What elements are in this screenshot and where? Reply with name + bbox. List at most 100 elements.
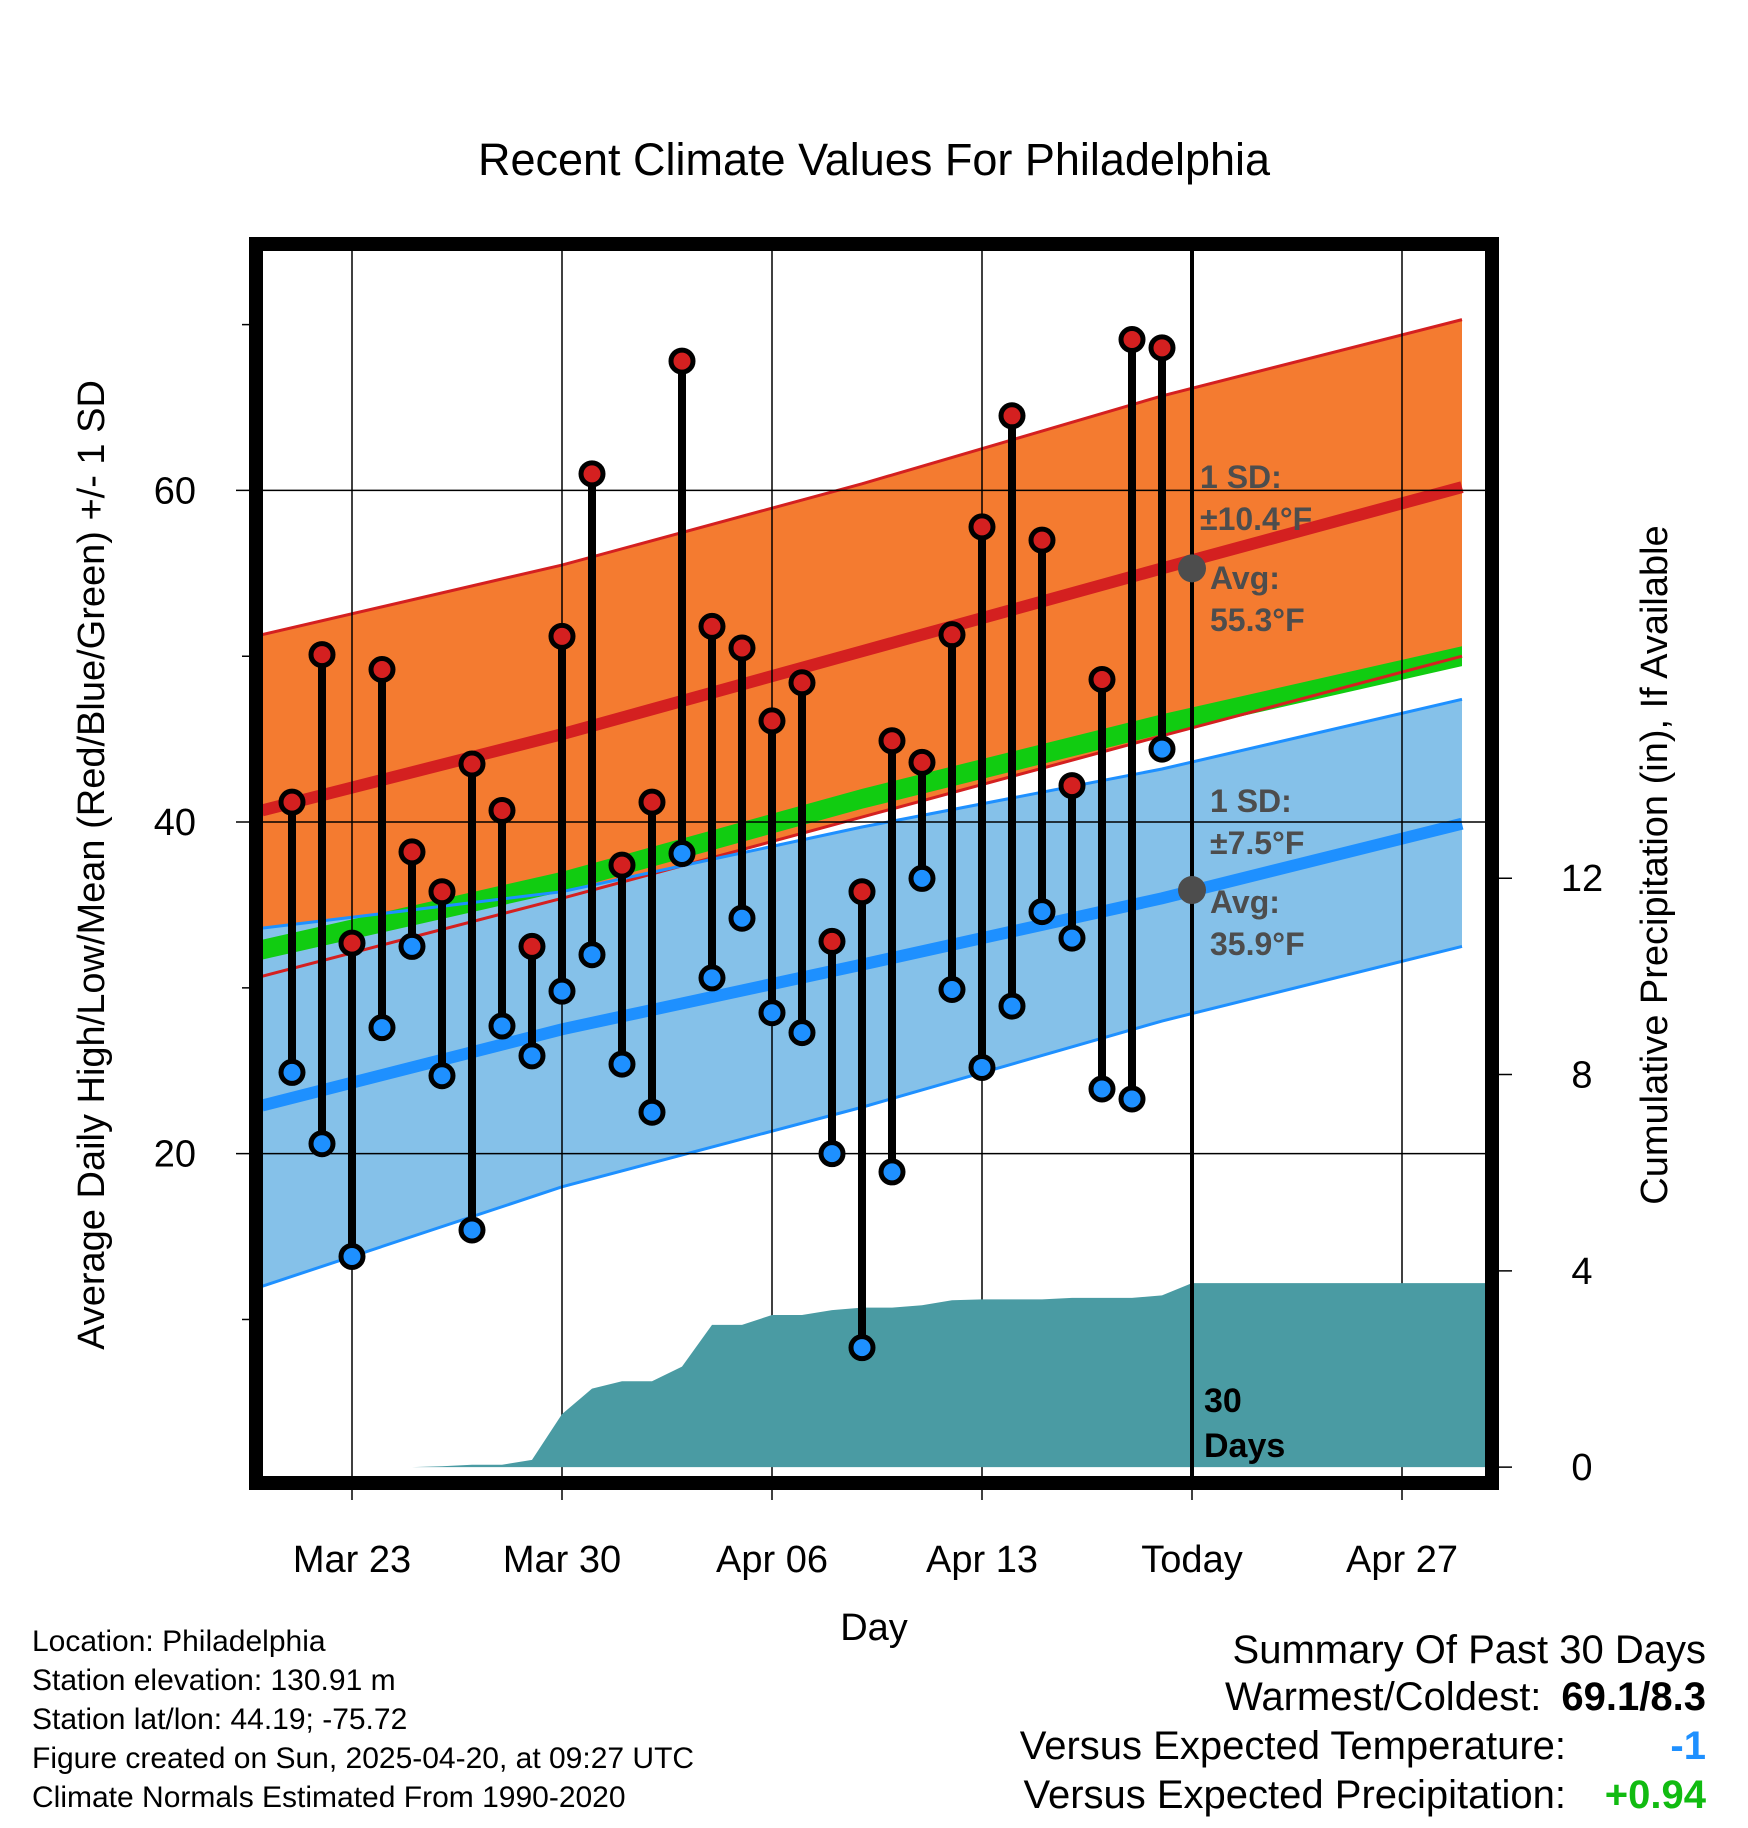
y2-tick-label: 0 [1571, 1447, 1592, 1489]
low-point [938, 976, 966, 1004]
temp-value: -1 [1670, 1724, 1706, 1768]
low-avg-annotation-0: Avg: [1210, 884, 1280, 920]
low-sd-annotation-0: 1 SD: [1210, 783, 1292, 819]
low-point [1088, 1075, 1116, 1103]
low-point [1148, 735, 1176, 763]
low-point [428, 1062, 456, 1090]
high-point [818, 927, 846, 955]
low-point [908, 864, 936, 892]
y2-tick-label: 4 [1571, 1251, 1592, 1293]
x-axis-label: Day [840, 1607, 908, 1649]
info-elevation: Station elevation: 130.91 m [32, 1664, 396, 1697]
precip-value: +0.94 [1604, 1773, 1706, 1817]
info-latlon: Station lat/lon: 44.19; -75.72 [32, 1703, 408, 1736]
high-point [848, 878, 876, 906]
high-point [548, 622, 576, 650]
summary-warm-cold: Warmest/Coldest: 69.1/8.3 [1225, 1675, 1706, 1720]
high-point [878, 727, 906, 755]
low-point [338, 1242, 366, 1270]
low-point [578, 941, 606, 969]
low-point [608, 1050, 636, 1078]
y-axis-label: Average Daily High/Low/Mean (Red/Blue/Gr… [71, 380, 113, 1350]
low-point [698, 964, 726, 992]
high-point [1028, 526, 1056, 554]
low-point [1118, 1085, 1146, 1113]
temp-label: Versus Expected Temperature: [1019, 1724, 1566, 1768]
high-point [1088, 665, 1116, 693]
summary-temp: Versus Expected Temperature: -1 [1020, 1724, 1706, 1769]
low-point [548, 977, 576, 1005]
x-tick-label: Apr 13 [926, 1539, 1038, 1581]
high-point [698, 612, 726, 640]
high-sd-annotation-1: ±10.4°F [1200, 501, 1312, 537]
high-point [788, 669, 816, 697]
high-avg-annotation-1: 55.3°F [1210, 602, 1305, 638]
summary-heading: Summary Of Past 30 Days [1232, 1628, 1706, 1672]
high-point [458, 750, 486, 778]
x-tick-label: Mar 23 [293, 1539, 411, 1581]
low-sd-annotation-1: ±7.5°F [1210, 825, 1304, 861]
low-point [458, 1216, 486, 1244]
low-point [308, 1130, 336, 1158]
today-label-30: 30 [1204, 1382, 1242, 1420]
plot-frame [249, 237, 1499, 1490]
low-point [398, 932, 426, 960]
y-tick-label: 60 [154, 470, 196, 512]
today-label-days: Days [1204, 1427, 1285, 1465]
x-tick-label: Mar 30 [503, 1539, 621, 1581]
x-tick-label: Apr 27 [1346, 1539, 1458, 1581]
low-point [278, 1058, 306, 1086]
high-point [368, 656, 396, 684]
low-point [968, 1053, 996, 1081]
precip-area [292, 1283, 1486, 1468]
low-point [788, 1019, 816, 1047]
x-tick-label: Today [1141, 1539, 1242, 1581]
low-point [878, 1158, 906, 1186]
high-point [1118, 326, 1146, 354]
low-sd-upper-line [262, 697, 1463, 930]
info-normals: Climate Normals Estimated From 1990-2020 [32, 1781, 626, 1814]
y2-tick-label: 8 [1571, 1055, 1592, 1097]
low-point [518, 1042, 546, 1070]
high-point [758, 707, 786, 735]
high-point [608, 851, 636, 879]
low-point [1058, 924, 1086, 952]
low-point [758, 999, 786, 1027]
high-sd-annotation-0: 1 SD: [1200, 459, 1282, 495]
high-point [308, 641, 336, 669]
high-point [728, 634, 756, 662]
summary-precip: Versus Expected Precipitation: +0.94 [1023, 1773, 1706, 1818]
low-avg-annotation-1: 35.9°F [1210, 926, 1305, 962]
low-point [668, 840, 696, 868]
precip-label: Versus Expected Precipitation: [1023, 1773, 1566, 1817]
low-point [1028, 898, 1056, 926]
y-tick-label: 40 [154, 802, 196, 844]
high-point [518, 932, 546, 960]
high-sd-upper-line [262, 318, 1463, 637]
low-point [818, 1140, 846, 1168]
y-tick-label: 20 [154, 1134, 196, 1176]
high-point [938, 621, 966, 649]
x-tick-label: Apr 06 [716, 1539, 828, 1581]
high-point [278, 788, 306, 816]
high-point [668, 347, 696, 375]
low-point [488, 1012, 516, 1040]
high-point [1148, 334, 1176, 362]
low-point [368, 1014, 396, 1042]
high-sd-lower-line [262, 654, 1463, 978]
high-point [968, 513, 996, 541]
high-point [578, 460, 606, 488]
high-point [998, 402, 1026, 430]
high-point [488, 796, 516, 824]
y2-tick-label: 12 [1561, 858, 1603, 900]
warm-cold-value: 69.1/8.3 [1561, 1675, 1706, 1719]
warm-cold-label: Warmest/Coldest: [1225, 1675, 1542, 1719]
info-created: Figure created on Sun, 2025-04-20, at 09… [32, 1742, 695, 1775]
high-avg-marker [1178, 554, 1206, 583]
high-point [338, 929, 366, 957]
low-avg-marker [1178, 876, 1206, 905]
high-avg-annotation-0: Avg: [1210, 560, 1280, 596]
high-point [638, 788, 666, 816]
high-point [428, 878, 456, 906]
high-point [398, 838, 426, 866]
